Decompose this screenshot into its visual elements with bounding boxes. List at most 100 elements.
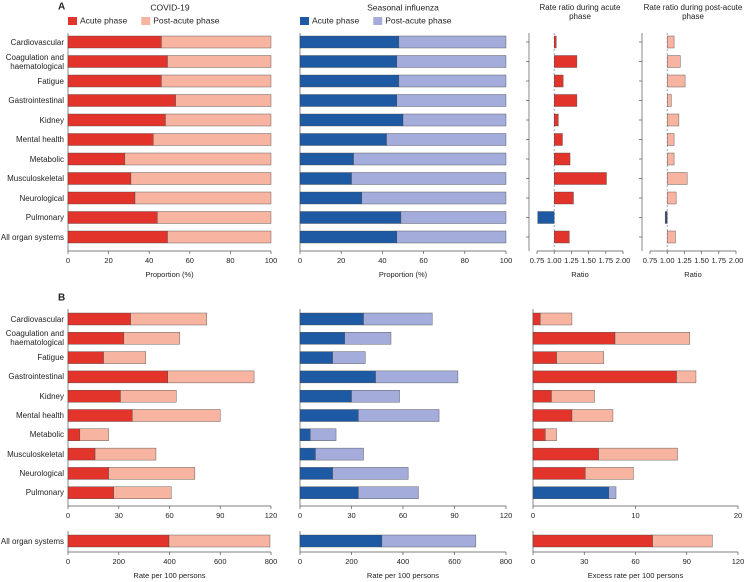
bar-segment: [652, 534, 713, 548]
bar: [554, 74, 564, 88]
bar-segment: [113, 486, 172, 499]
bar-segment: [67, 55, 168, 68]
x-tick-label: 20: [337, 256, 345, 265]
bar-segment: [358, 409, 440, 422]
category-label: All organ systems: [0, 536, 64, 546]
bar-segment: [299, 447, 316, 461]
bar: [554, 133, 563, 146]
bar-segment: [332, 351, 366, 364]
legend-label: Post-acute phase: [385, 15, 451, 25]
bar-segment: [67, 74, 162, 88]
bar-segment: [108, 467, 196, 480]
bar-segment: [402, 113, 507, 127]
bar-segment: [67, 312, 131, 326]
bar-segment: [532, 447, 599, 461]
bar-segment: [532, 332, 616, 345]
x-axis-label: Ratio: [684, 270, 702, 279]
bar-segment: [299, 370, 376, 384]
bar-segment: [299, 467, 333, 480]
category-label-box: All organ systems: [0, 536, 64, 546]
category-label-box: Kidney: [40, 392, 64, 401]
category-label-box: Gastrointestinal: [8, 372, 64, 381]
category-label: Musculoskeletal: [7, 449, 64, 459]
bar-segment: [351, 172, 507, 185]
x-tick-label: 40: [145, 256, 153, 265]
category-label-box: Metabolic: [30, 430, 64, 439]
category-label: Kidney: [39, 115, 64, 125]
bar-segment: [532, 467, 586, 480]
bar-segment: [532, 409, 573, 422]
category-label: Neurological: [19, 468, 64, 478]
bar-segment: [532, 428, 546, 441]
bar-segment: [532, 486, 610, 499]
bar-segment: [532, 370, 677, 384]
bar-segment: [299, 211, 402, 224]
category-label-box: Pulmonary: [26, 488, 64, 497]
bar-segment: [124, 152, 272, 166]
x-tick-label: 60: [419, 256, 427, 265]
category-label-box: Cardiovascular: [10, 314, 64, 324]
bar-segment: [67, 152, 126, 166]
bar: [667, 55, 681, 68]
bar-segment: [167, 230, 272, 244]
category-label-box: Cardiovascular: [10, 37, 64, 47]
bar-segment: [299, 312, 364, 326]
bar: [554, 35, 557, 49]
category-label-box: Musculoskeletal: [7, 174, 64, 183]
bar-segment: [120, 390, 177, 403]
x-tick-label: 60: [399, 511, 407, 520]
x-tick-label: 0: [298, 557, 302, 566]
x-tick-label: 60: [631, 557, 639, 566]
x-tick-label: 600: [214, 557, 227, 566]
x-tick-label: 0: [531, 511, 535, 520]
category-label: Fatigue: [37, 76, 64, 86]
bar-segment: [532, 351, 557, 364]
bar-segment: [132, 409, 221, 422]
bar-segment: [398, 35, 507, 49]
bar-segment: [556, 351, 604, 364]
category-label: All organ systems: [0, 232, 64, 242]
bar-segment: [398, 74, 507, 88]
x-tick-label: 60: [186, 256, 194, 265]
x-tick-label: 0: [298, 256, 302, 265]
bar-segment: [167, 370, 255, 384]
category-label: Coagulation and haematological: [5, 329, 64, 348]
category-label-box: Fatigue: [37, 76, 64, 86]
bar-segment: [676, 370, 697, 384]
bar-segment: [571, 409, 614, 422]
x-tick-label: 0: [66, 256, 70, 265]
x-tick-label: 120: [500, 511, 513, 520]
legend-label: Acute phase: [312, 15, 360, 25]
category-label-box: Coagulation and haematological: [5, 329, 64, 348]
bar: [537, 211, 555, 224]
bar-segment: [344, 332, 392, 345]
x-tick-label: 30: [580, 557, 588, 566]
bar-segment: [532, 534, 653, 548]
x-tick-label: 2.00: [616, 256, 631, 265]
x-tick-label: 1.00: [660, 256, 675, 265]
bar-segment: [299, 191, 362, 205]
chart-title: Seasonal influenza: [367, 2, 439, 12]
bar-segment: [386, 133, 507, 146]
bar: [667, 35, 675, 49]
bar: [667, 94, 672, 107]
category-label-box: Neurological: [19, 193, 64, 203]
category-label: Cardiovascular: [10, 37, 64, 47]
x-tick-label: 90: [683, 557, 691, 566]
bar-segment: [299, 409, 359, 422]
x-axis-label: Rate per 100 persons: [133, 571, 205, 580]
bar-segment: [299, 74, 400, 88]
bar-segment: [167, 55, 272, 68]
bar-segment: [400, 211, 507, 224]
x-tick-label: 1.25: [677, 256, 692, 265]
bar: [554, 152, 571, 166]
bar: [667, 172, 688, 185]
bar-segment: [545, 428, 557, 441]
bar-segment: [299, 486, 359, 499]
category-label: Neurological: [19, 193, 64, 203]
bar-segment: [67, 390, 121, 403]
x-tick-label: 0.75: [530, 256, 545, 265]
x-tick-label: 60: [165, 511, 173, 520]
category-label: Cardiovascular: [10, 314, 64, 324]
